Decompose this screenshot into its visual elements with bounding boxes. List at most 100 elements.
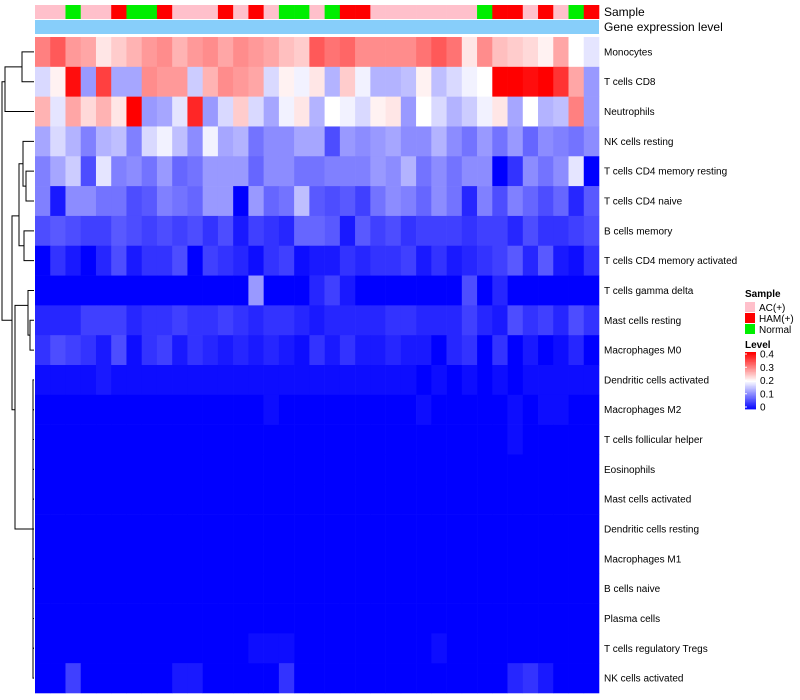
heatmap-cell: [141, 633, 158, 664]
heatmap-cell: [568, 245, 585, 276]
legend-tick-label: 0.2: [760, 376, 774, 387]
sample-annotation-cell: [492, 5, 508, 19]
heatmap-cell: [202, 96, 219, 127]
heatmap-cell: [568, 215, 585, 247]
heatmap-cell: [309, 305, 325, 336]
heatmap-cell: [538, 215, 554, 247]
heatmap-cell: [492, 543, 508, 575]
heatmap-cell: [431, 186, 447, 217]
heatmap-cell: [492, 454, 508, 485]
heatmap-cell: [263, 394, 280, 425]
heatmap-cell: [522, 514, 539, 545]
heatmap-cell: [172, 514, 188, 545]
row-label: B cells memory: [604, 226, 672, 237]
heatmap-cell: [446, 663, 463, 694]
legend-colorbar-segment: [745, 377, 756, 380]
heatmap-cell: [446, 573, 463, 604]
heatmap-cell: [477, 514, 493, 545]
heatmap-cell: [339, 335, 356, 366]
heatmap-cell: [416, 454, 432, 485]
heatmap-cell: [248, 514, 264, 545]
heatmap-cell: [294, 514, 310, 545]
heatmap-cell: [324, 156, 341, 187]
heatmap-cell: [95, 126, 112, 157]
heatmap-cell: [309, 96, 325, 127]
heatmap-cell: [461, 573, 478, 604]
heatmap-cell: [385, 633, 402, 664]
heatmap-cell: [446, 37, 463, 68]
heatmap-cell: [568, 365, 585, 396]
heatmap-cell: [385, 275, 402, 306]
heatmap-cell: [233, 394, 249, 425]
heatmap-cell: [400, 573, 417, 604]
row-labels: Monocytes T cells CD8 Neutrophils NK cells …: [604, 47, 737, 684]
legend-colorbar-segment: [745, 403, 756, 406]
heatmap-cell: [538, 305, 554, 336]
gene-expression-annotation-label: Gene expression level: [604, 20, 723, 34]
heatmap-cell: [339, 126, 356, 157]
heatmap-cell: [50, 37, 66, 68]
heatmap-cell: [522, 305, 539, 336]
sample-annotation-cell: [309, 5, 325, 19]
heatmap-cell: [263, 335, 280, 366]
heatmap-cell: [583, 633, 600, 664]
legend-tick-label: 0.4: [760, 350, 774, 361]
heatmap-cell: [370, 663, 386, 694]
heatmap-cell: [492, 245, 508, 276]
legend-colorbar-segment: [745, 363, 756, 366]
heatmap-cell: [35, 215, 51, 247]
heatmap-cell: [187, 663, 203, 694]
dendrogram-link: [32, 439, 34, 470]
heatmap-cell: [217, 156, 234, 187]
heatmap-cell: [568, 573, 585, 604]
heatmap-cell: [385, 573, 402, 604]
heatmap-cell: [461, 603, 478, 634]
heatmap-cell: [111, 394, 127, 425]
heatmap-cell: [141, 66, 158, 97]
legend-colorbar-segment: [745, 361, 756, 364]
heatmap-cell: [248, 365, 264, 396]
heatmap-cell: [156, 156, 173, 187]
legend-colorbar-segment: [745, 384, 756, 387]
heatmap-cell: [156, 96, 173, 127]
heatmap-cell: [35, 275, 51, 306]
heatmap-cell: [95, 96, 112, 127]
heatmap-cell: [111, 543, 127, 575]
heatmap-cell: [65, 66, 82, 97]
heatmap-cell: [126, 484, 143, 515]
heatmap-cell: [583, 543, 600, 575]
heatmap-cell: [80, 305, 97, 336]
heatmap-cell: [400, 663, 417, 694]
heatmap-cell: [370, 424, 386, 455]
sample-annotation-cell: [339, 5, 356, 19]
heatmap-cell: [126, 305, 143, 336]
legend-colorbar-segment: [745, 364, 756, 367]
heatmap-cell: [446, 156, 463, 187]
dendrogram-link: [32, 379, 34, 411]
heatmap-cell: [35, 484, 51, 515]
heatmap-cell: [355, 96, 371, 127]
heatmap-cell: [156, 394, 173, 425]
row-label: T cells CD4 naive: [604, 197, 683, 208]
heatmap-cell: [50, 543, 66, 575]
heatmap-cell: [187, 245, 203, 276]
heatmap-cell: [492, 335, 508, 366]
heatmap-cell: [156, 514, 173, 545]
heatmap-cell: [309, 394, 325, 425]
heatmap-cell: [461, 365, 478, 396]
heatmap-cell: [583, 394, 600, 425]
heatmap-cell: [156, 663, 173, 694]
heatmap-cell: [370, 245, 386, 276]
heatmap-cell: [172, 365, 188, 396]
heatmap-cell: [477, 245, 493, 276]
heatmap-cell: [80, 156, 97, 187]
row-label: Eosinophils: [604, 465, 655, 476]
heatmap-cell: [568, 305, 585, 336]
heatmap-cell: [507, 126, 524, 157]
heatmap-cell: [248, 663, 264, 694]
heatmap-cell: [431, 66, 447, 97]
heatmap-cell: [278, 66, 295, 97]
sample-annotation-cell: [522, 5, 539, 19]
sample-annotation-cell: [278, 5, 295, 19]
heatmap-cell: [507, 603, 524, 634]
